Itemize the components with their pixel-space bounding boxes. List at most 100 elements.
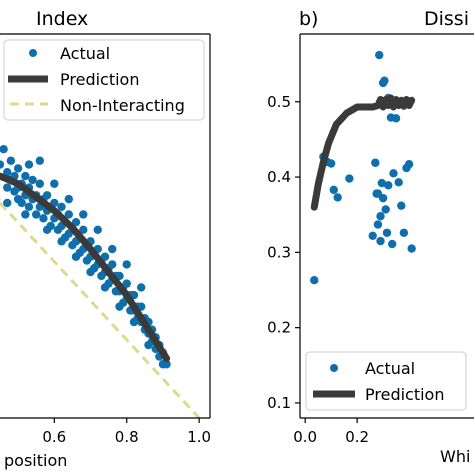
panel-a-legend-prediction-label: Prediction	[60, 70, 139, 89]
panel-a-actual-point-110	[144, 340, 153, 350]
panel-a-actual-point-69	[122, 279, 131, 288]
panel-a-x-ticks: 0.6 0.8 1.0	[42, 418, 211, 446]
panel-a-actual-point-98	[122, 260, 131, 269]
panel-a-actual-point-21	[35, 179, 45, 188]
panel-b-actual-point-4	[329, 185, 338, 195]
panel-a-actual-point-103	[42, 225, 52, 235]
panel-a-actual-point-108	[115, 302, 124, 311]
panel-b-actual-point-11	[375, 50, 384, 60]
panel-b-actual-point-34	[373, 189, 383, 198]
panel-a-actual-point-1	[0, 145, 8, 154]
panel-a-actual-point-25	[42, 191, 52, 200]
panel-b-legend-prediction-label: Prediction	[365, 385, 444, 404]
panel-b-legend-actual-marker	[330, 364, 338, 372]
panel-a-x-tick-label-1: 0.8	[115, 428, 139, 446]
panel-b-label: b)	[299, 8, 318, 30]
panel-a-non-interacting-line	[0, 201, 201, 418]
panel-a-actual-point-45	[79, 225, 88, 235]
panel-b-x-axis-label: Whi	[440, 447, 470, 466]
panel-b-actual-point-7	[368, 231, 377, 240]
panel-a-actual-point-94	[64, 194, 73, 204]
panel-a-actual-point-95	[79, 210, 88, 219]
panel-b-actual-point-18	[384, 181, 393, 190]
panel-a-actual-point-97	[108, 244, 117, 254]
panel-a-x-axis-label: position	[4, 451, 67, 470]
panel-b-x-tick-label-0: 0.0	[293, 428, 317, 446]
panel-b-y-tick-label-2: 0.3	[267, 243, 291, 261]
panel-b-actual-point-8	[371, 158, 380, 167]
panel-a-actual-point-106	[86, 267, 95, 277]
panel-a-actual-point-61	[108, 260, 117, 269]
panel-b: b) Dissi 0.0 0.2 0.1 0.2 0.3 0.4 0.5 Whi Actu…	[267, 8, 474, 466]
panel-a-actual-point-57	[100, 252, 110, 261]
panel-b-x-tick-label-1: 0.2	[345, 428, 369, 446]
panel-b-actual-point-16	[381, 205, 390, 214]
panel-a-actual-point-3	[3, 168, 12, 177]
panel-a-title: Index	[36, 8, 88, 30]
panel-a-actual-point-33	[57, 202, 66, 211]
panel-a-actual-point-20	[32, 210, 41, 219]
panel-a-actual-point-104	[57, 237, 66, 246]
panel-a-actual-point-100	[24, 160, 34, 169]
panel-a-legend-actual-marker	[29, 49, 37, 57]
panel-b-actual-point-25	[394, 178, 403, 187]
panel-b-y-tick-label-0: 0.1	[267, 394, 291, 412]
panel-a-actual-point-109	[129, 317, 139, 327]
panel-a-prediction-line	[0, 172, 171, 362]
panel-a-plot-area	[0, 145, 201, 418]
panel-a-actual-point-17	[28, 175, 37, 185]
panel-a-actual-point-107	[100, 283, 110, 292]
panel-a-actual-point-92	[35, 156, 45, 165]
panel-b-actual-point-12	[376, 236, 385, 246]
panel-a-actual-point-41	[71, 217, 81, 227]
panel-b-actual-point-13	[377, 178, 387, 188]
panel-a-actual-point-91	[162, 360, 171, 369]
panel-b-actual-point-31	[376, 212, 385, 221]
panel-b-x-ticks: 0.0 0.2	[293, 418, 369, 446]
panel-b-y-ticks: 0.1 0.2 0.3 0.4 0.5	[267, 93, 300, 412]
panel-a-legend: Actual Prediction Non-Interacting	[3, 39, 205, 121]
panel-b-y-tick-label-1: 0.2	[267, 319, 291, 337]
panel-b-prediction-line	[310, 94, 416, 211]
panel-b-actual-point-26	[397, 201, 406, 210]
panel-a-actual-point-4	[6, 156, 16, 165]
panel-a-actual-point-93	[50, 179, 59, 188]
panel-b-actual-point-24	[391, 114, 401, 123]
panel-b-title: Dissi	[424, 8, 469, 30]
panel-b-plot-area	[310, 50, 416, 285]
panel-a-actual-point-8	[13, 164, 23, 173]
panel-a-actual-point-101	[3, 198, 12, 208]
panel-a-legend-box	[3, 39, 205, 121]
panel-a-legend-non-interacting-label: Non-Interacting	[60, 96, 185, 115]
panel-a-legend-actual-label: Actual	[60, 44, 110, 63]
panel-b-actual-point-29	[404, 160, 414, 169]
panel-a-actual-point-37	[64, 210, 73, 219]
panel-a-actual-point-12	[17, 198, 26, 208]
panel-b-actual-point-0	[310, 276, 319, 285]
panel-b-actual-point-3	[326, 159, 336, 168]
panel-a-actual-point-96	[93, 225, 102, 235]
panel-b-actual-point-5	[333, 193, 342, 202]
panel-b-actual-point-21	[387, 239, 397, 249]
panel-a-actual-point-105	[71, 252, 81, 261]
panel-a-actual-point-16	[24, 202, 34, 211]
panel-b-y-tick-label-3: 0.4	[267, 168, 291, 186]
panel-b-actual-point-17	[382, 228, 392, 237]
panel-b-actual-point-15	[380, 76, 389, 85]
panel-a-actual-point-102	[21, 210, 30, 219]
panel-a-actual-point-13	[21, 171, 30, 181]
panel-a-actual-point-99	[137, 283, 146, 292]
panel-a-x-tick-label-0: 0.6	[42, 428, 66, 446]
panel-b-legend-actual-label: Actual	[365, 359, 415, 378]
panel-b-y-tick-label-4: 0.5	[267, 93, 291, 111]
panel-a-x-tick-label-2: 1.0	[187, 428, 211, 446]
panel-a-actual-point-2	[3, 183, 12, 192]
panel-b-actual-point-27	[399, 228, 409, 237]
panel-b-actual-point-10	[373, 220, 383, 229]
panel-b-legend: Actual Prediction	[305, 351, 467, 411]
panel-a: Index 0.6 0.8 1.0 position Actual Predicti…	[0, 8, 211, 470]
panel-b-actual-point-30	[407, 244, 416, 253]
panel-b-actual-point-22	[389, 169, 398, 178]
panel-b-actual-point-6	[345, 174, 354, 183]
